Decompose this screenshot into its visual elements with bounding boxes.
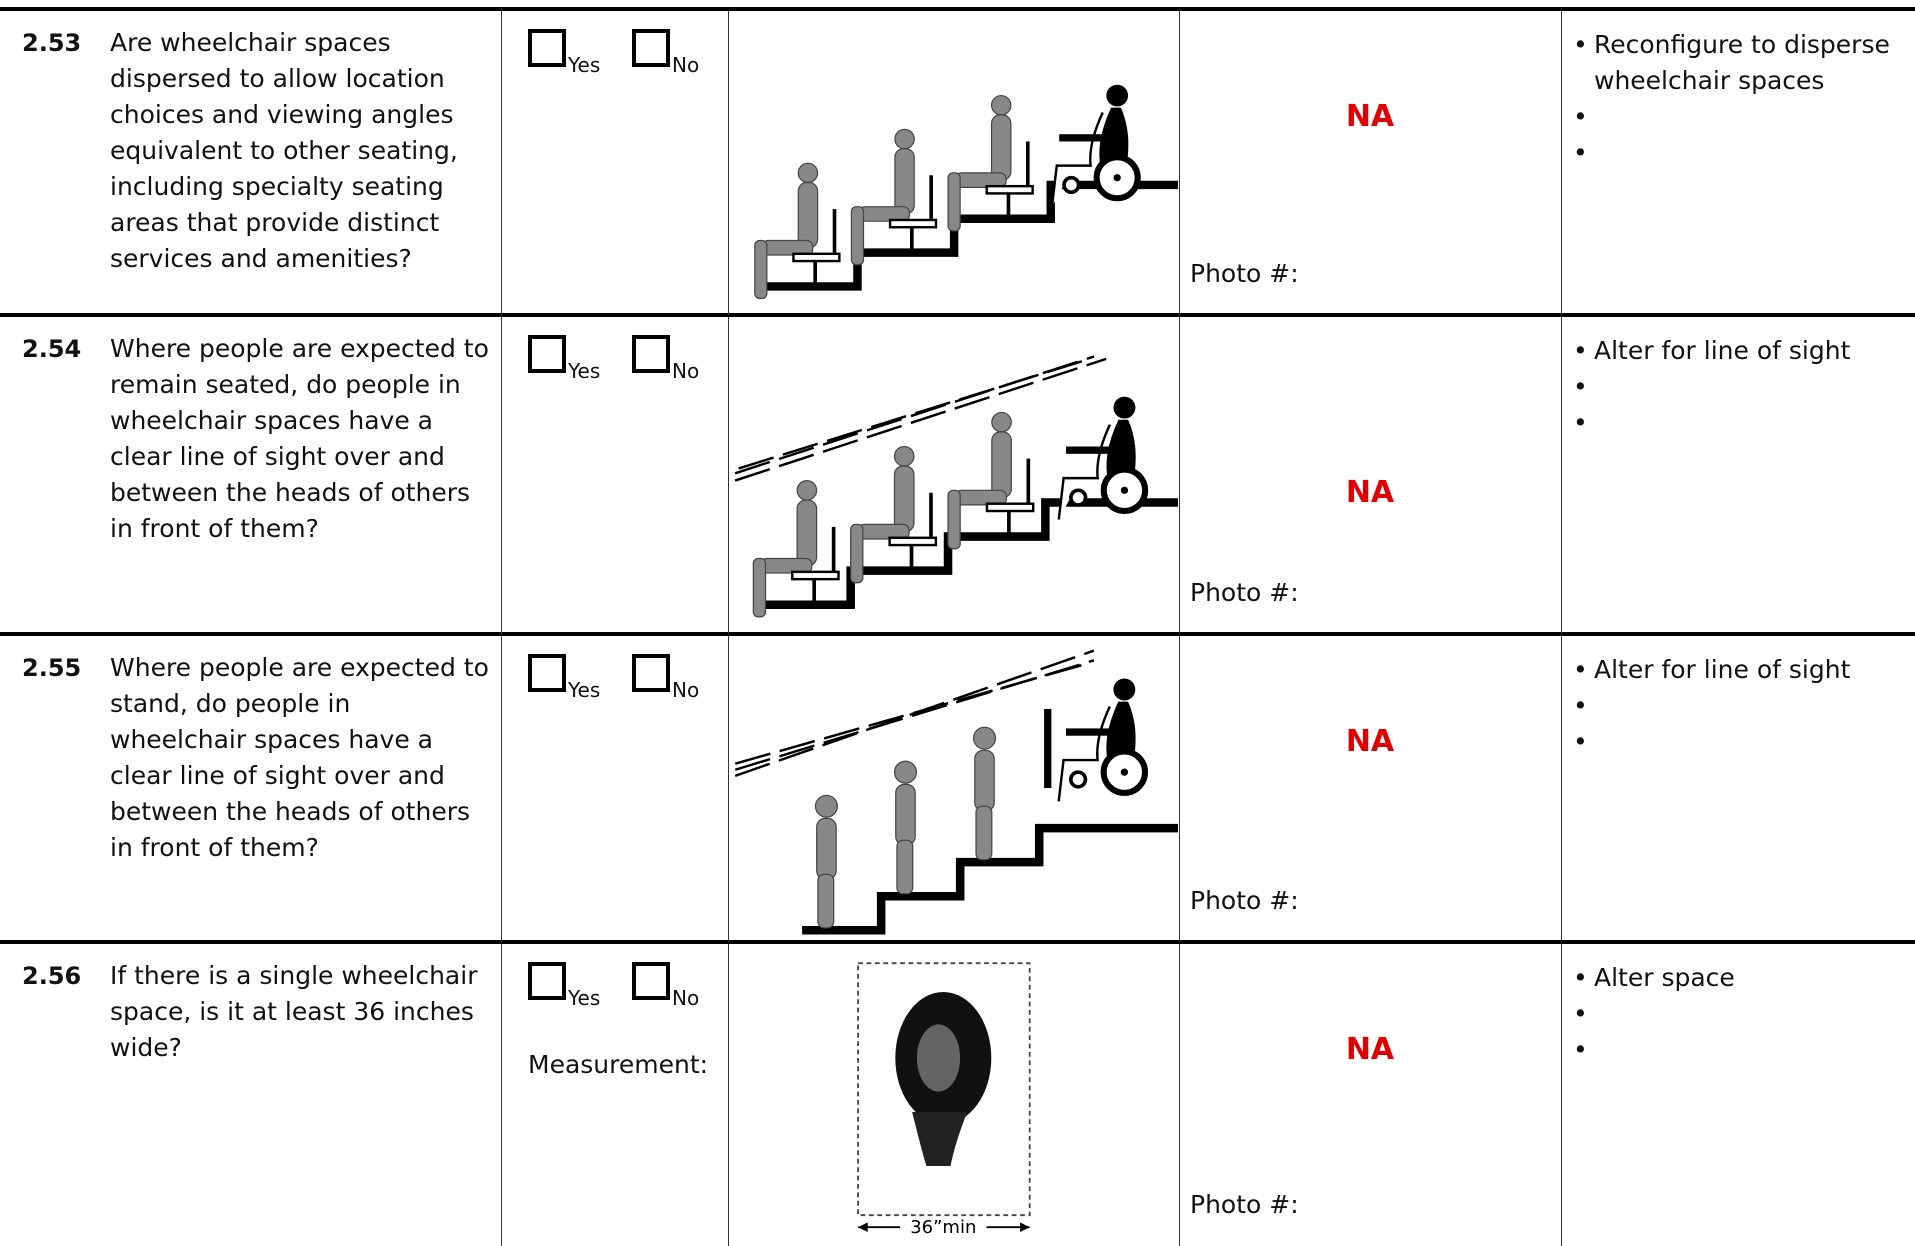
column-border bbox=[501, 944, 502, 1246]
bullet: • bbox=[1573, 963, 1588, 992]
status: NA bbox=[1345, 99, 1395, 134]
photo-label: Photo #: bbox=[1190, 578, 1299, 607]
checkbox-label: Yes bbox=[568, 678, 601, 702]
checkbox-label: No bbox=[672, 359, 700, 383]
checkbox-label: No bbox=[672, 678, 700, 702]
checkbox[interactable] bbox=[632, 654, 670, 692]
bullet: • bbox=[1573, 691, 1588, 720]
bullet: • bbox=[1573, 372, 1588, 401]
checkbox[interactable] bbox=[528, 654, 566, 692]
column-border bbox=[1561, 11, 1562, 315]
illustration: 36”min bbox=[857, 962, 1031, 1238]
action: Alter space bbox=[1594, 963, 1735, 992]
status: NA bbox=[1345, 475, 1395, 510]
bullet: • bbox=[1573, 1035, 1588, 1064]
column-border bbox=[501, 636, 502, 942]
bullet: • bbox=[1573, 138, 1588, 167]
bullet: • bbox=[1573, 30, 1588, 59]
column-border bbox=[1561, 636, 1562, 942]
item-number: 2.54 bbox=[22, 335, 82, 363]
question: Where people are expected to remain seat… bbox=[110, 334, 489, 543]
status: NA bbox=[1345, 1032, 1395, 1067]
bullet: • bbox=[1573, 655, 1588, 684]
photo-label: Photo #: bbox=[1190, 259, 1299, 288]
checkbox[interactable] bbox=[632, 335, 670, 373]
bullet: • bbox=[1573, 408, 1588, 437]
checkbox[interactable] bbox=[632, 29, 670, 67]
row-border bbox=[0, 632, 1915, 636]
item-number: 2.55 bbox=[22, 654, 82, 682]
question: Where people are expected to stand, do p… bbox=[110, 653, 489, 862]
column-border bbox=[501, 317, 502, 634]
action: Alter for line of sight bbox=[1594, 655, 1851, 684]
column-border bbox=[501, 11, 502, 315]
item-number: 2.56 bbox=[22, 962, 82, 990]
checkbox[interactable] bbox=[632, 962, 670, 1000]
bullet: • bbox=[1573, 102, 1588, 131]
action: Reconfigure to disperse wheelchair space… bbox=[1594, 30, 1890, 95]
column-border bbox=[1179, 944, 1180, 1246]
bullet: • bbox=[1573, 336, 1588, 365]
column-border bbox=[728, 944, 729, 1246]
status: NA bbox=[1345, 724, 1395, 759]
question: Are wheelchair spaces dispersed to allow… bbox=[110, 28, 458, 273]
checkbox-label: No bbox=[672, 986, 700, 1010]
column-border bbox=[1179, 636, 1180, 942]
photo-label: Photo #: bbox=[1190, 886, 1299, 915]
bullet: • bbox=[1573, 727, 1588, 756]
column-border bbox=[1561, 944, 1562, 1246]
measurement-label: Measurement: bbox=[528, 1050, 709, 1079]
photo-label: Photo #: bbox=[1190, 1190, 1299, 1219]
action: Alter for line of sight bbox=[1594, 336, 1851, 365]
question: If there is a single wheelchair space, i… bbox=[110, 961, 478, 1062]
checkbox[interactable] bbox=[528, 29, 566, 67]
checkbox-label: Yes bbox=[568, 986, 601, 1010]
column-border bbox=[1179, 11, 1180, 315]
illustration bbox=[754, 84, 1178, 300]
illustration bbox=[734, 355, 1178, 618]
checkbox-label: No bbox=[672, 53, 700, 77]
column-border bbox=[728, 317, 729, 634]
row-border bbox=[0, 313, 1915, 317]
column-border bbox=[728, 11, 729, 315]
checkbox[interactable] bbox=[528, 335, 566, 373]
figure-label: 36”min bbox=[910, 1217, 976, 1238]
checkbox-label: Yes bbox=[568, 359, 601, 383]
column-border bbox=[1179, 317, 1180, 634]
item-number: 2.53 bbox=[22, 29, 82, 57]
column-border bbox=[728, 636, 729, 942]
checkbox[interactable] bbox=[528, 962, 566, 1000]
illustration bbox=[734, 649, 1178, 935]
column-border bbox=[1561, 317, 1562, 634]
bullet: • bbox=[1573, 999, 1588, 1028]
row-border bbox=[0, 7, 1915, 11]
row-border bbox=[0, 940, 1915, 944]
checkbox-label: Yes bbox=[568, 53, 601, 77]
